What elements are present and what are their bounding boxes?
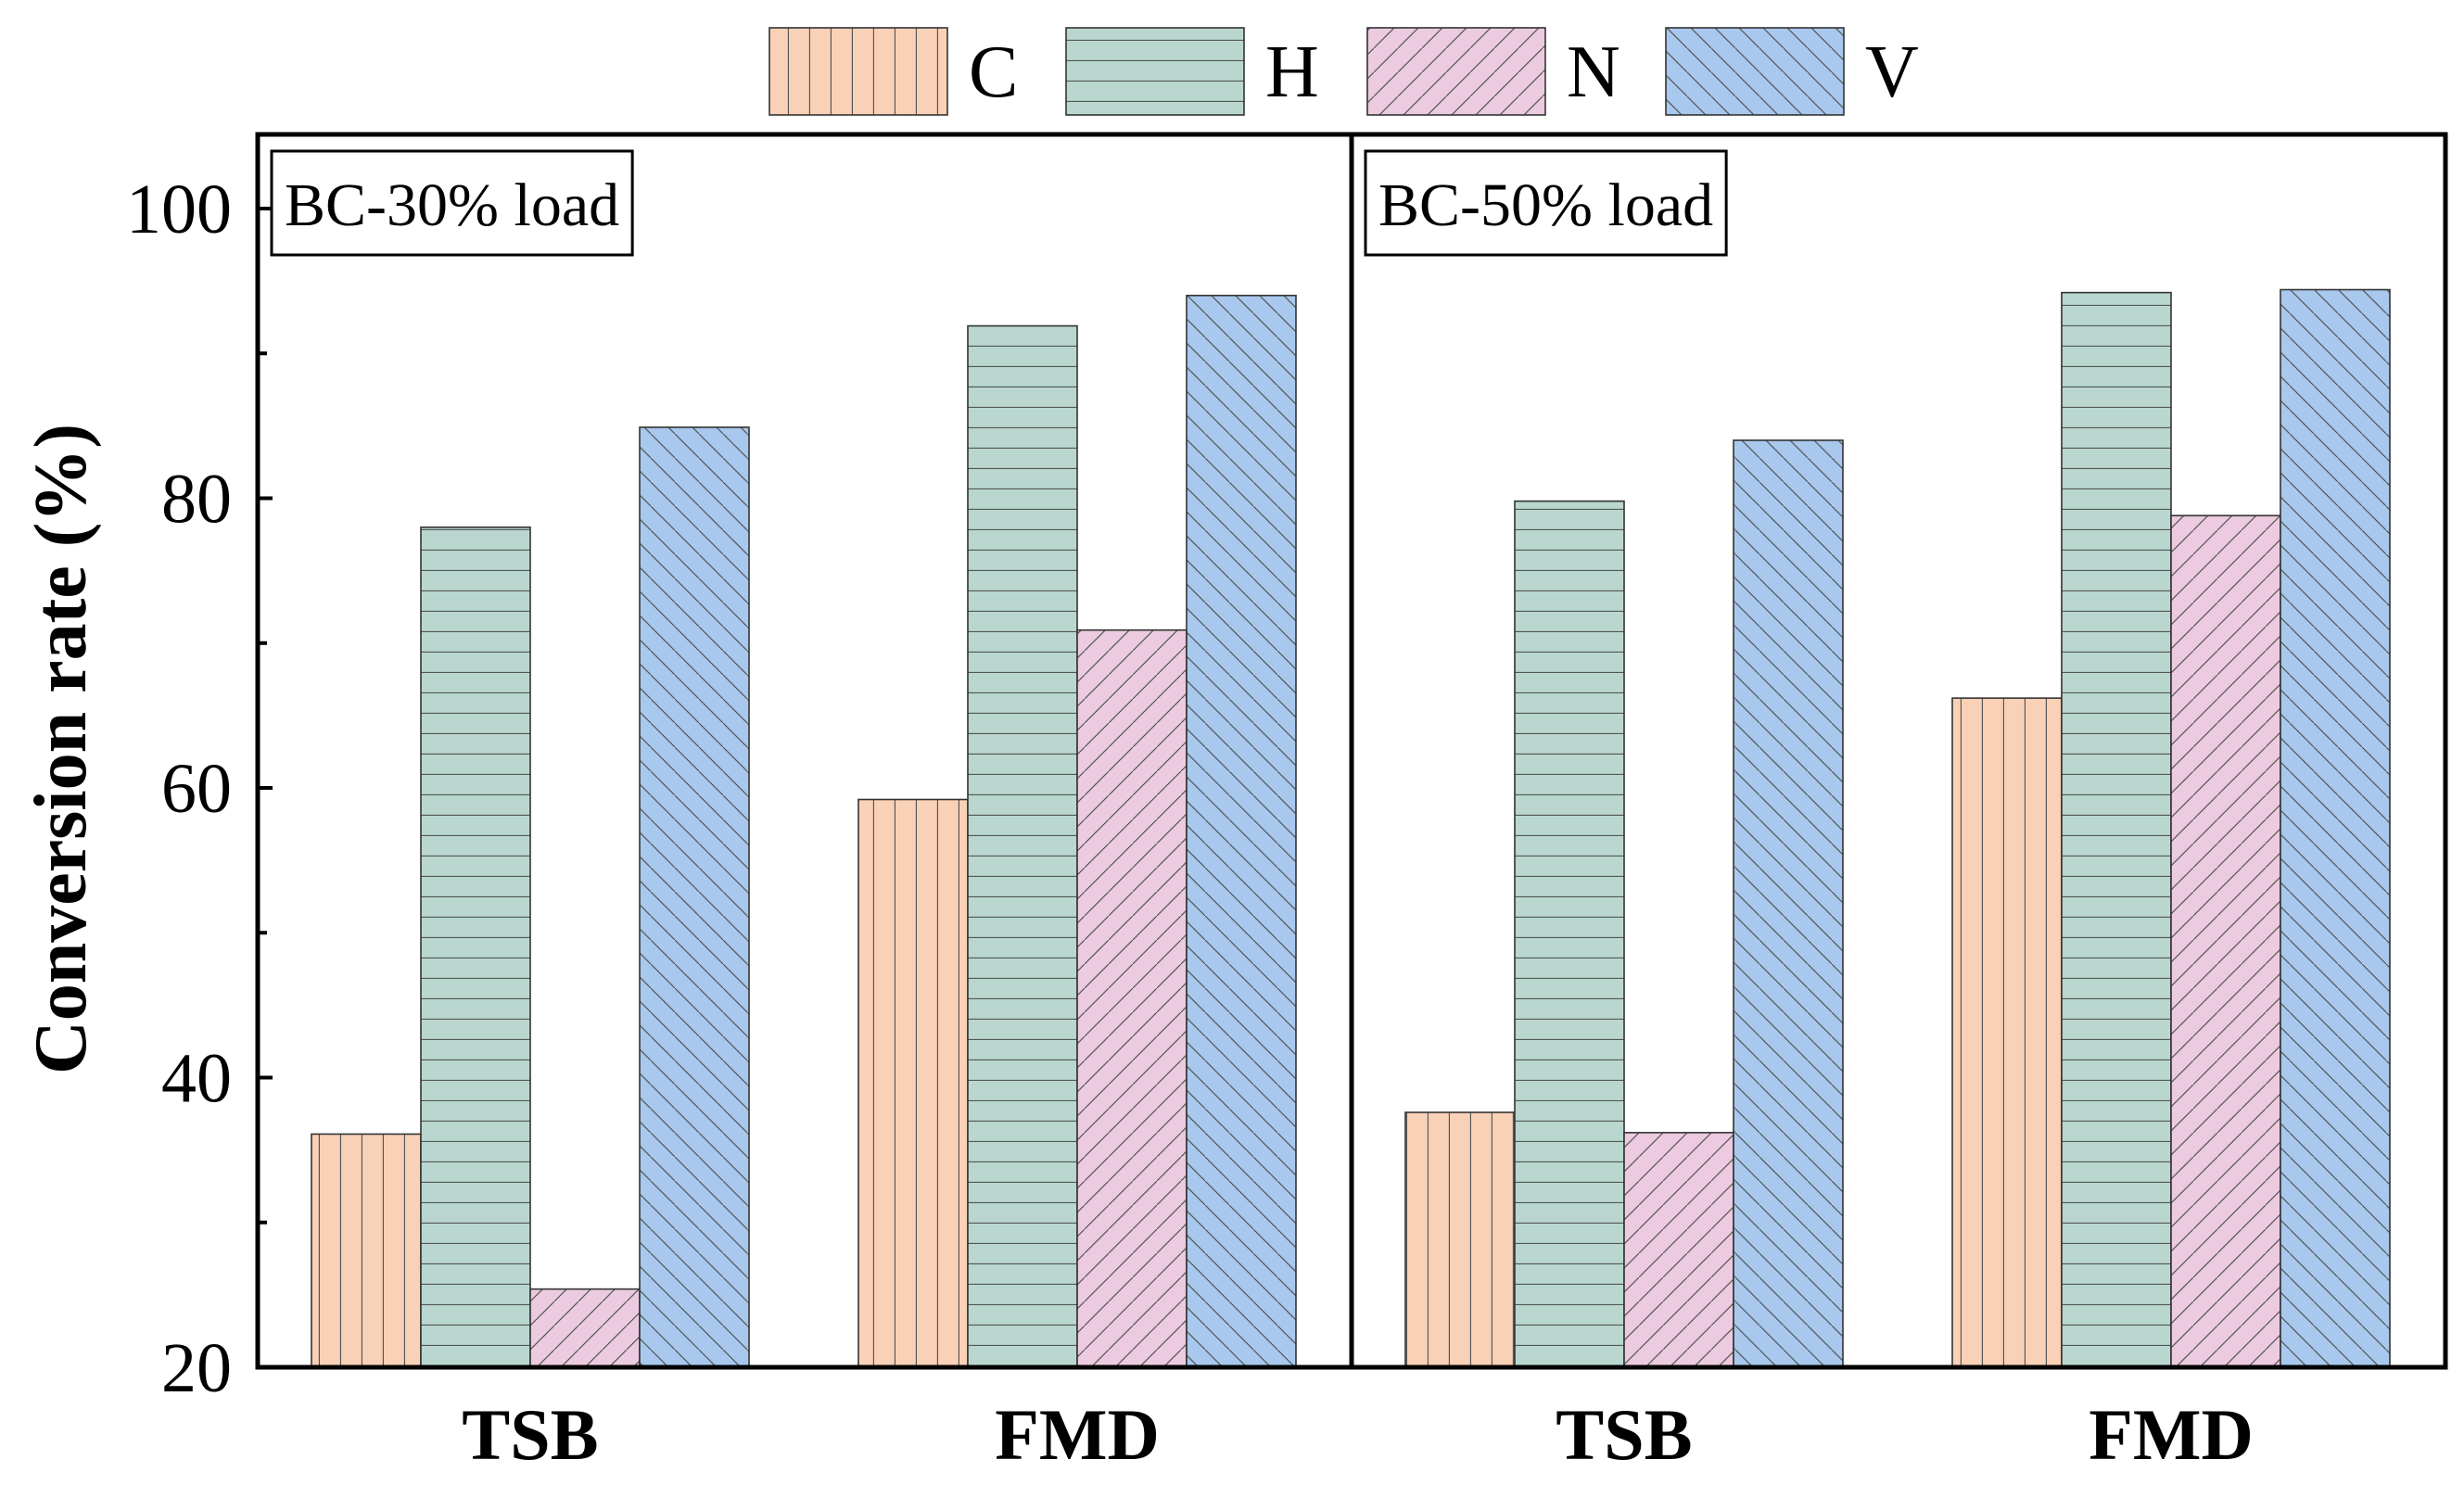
bar-bc-50-load-fmd-n [2170, 514, 2281, 1368]
bar-bc-30-load-tsb-n [529, 1288, 641, 1368]
bar-bc-30-load-tsb-c [311, 1133, 422, 1368]
bar-bc-50-load-fmd-h [2061, 291, 2172, 1368]
legend-swatch-n [1366, 27, 1546, 116]
y-tick-label: 20 [161, 1329, 232, 1407]
y-tick-label: 80 [161, 461, 232, 539]
plot-frame [255, 132, 2448, 1370]
bar-bc-50-load-tsb-v [1733, 439, 1844, 1368]
bar-bc-50-load-tsb-n [1623, 1132, 1734, 1368]
y-tick-label: 60 [161, 750, 232, 828]
bar-bc-30-load-fmd-v [1186, 294, 1297, 1368]
bar-bc-30-load-tsb-h [420, 526, 531, 1368]
panel-label-box [1364, 149, 1728, 257]
bar-bc-50-load-fmd-c [1951, 697, 2063, 1368]
bar-bc-30-load-fmd-h [967, 324, 1078, 1368]
x-tick-label: FMD [2089, 1394, 2254, 1475]
x-axis: TSB FMD TSB FMD [462, 1394, 2254, 1475]
bar-bc-30-load-fmd-n [1076, 628, 1188, 1368]
legend-swatch-c [768, 27, 948, 116]
bar-bc-50-load-tsb-c [1404, 1111, 1516, 1368]
legend-label-v: V [1865, 32, 1919, 113]
panel-label: BC-30% load [285, 171, 619, 239]
bars [311, 288, 2391, 1368]
bar-bc-50-load-fmd-v [2280, 288, 2391, 1368]
y-tick-label: 100 [126, 171, 232, 248]
legend-label-c: C [969, 32, 1018, 113]
x-tick-label: FMD [995, 1394, 1160, 1475]
bar-bc-30-load-tsb-v [639, 426, 750, 1368]
legend-label-h: H [1265, 32, 1319, 113]
legend-swatch-v [1665, 27, 1845, 116]
panel-labels: BC-30% load BC-50% load [270, 149, 1728, 257]
x-tick-label: TSB [462, 1394, 598, 1475]
panel-label: BC-50% load [1378, 171, 1713, 239]
x-tick-label: TSB [1556, 1394, 1692, 1475]
bar-bc-50-load-tsb-h [1514, 500, 1625, 1368]
y-axis: 20 40 60 80 100 [126, 171, 273, 1407]
legend-label-n: N [1567, 32, 1620, 113]
bar-bc-30-load-fmd-c [857, 798, 969, 1368]
panel-label-box [270, 149, 634, 257]
y-tick-label: 40 [161, 1040, 232, 1118]
y-axis-label: Conversion rate (%) [20, 424, 102, 1074]
legend-swatch-h [1065, 27, 1245, 116]
